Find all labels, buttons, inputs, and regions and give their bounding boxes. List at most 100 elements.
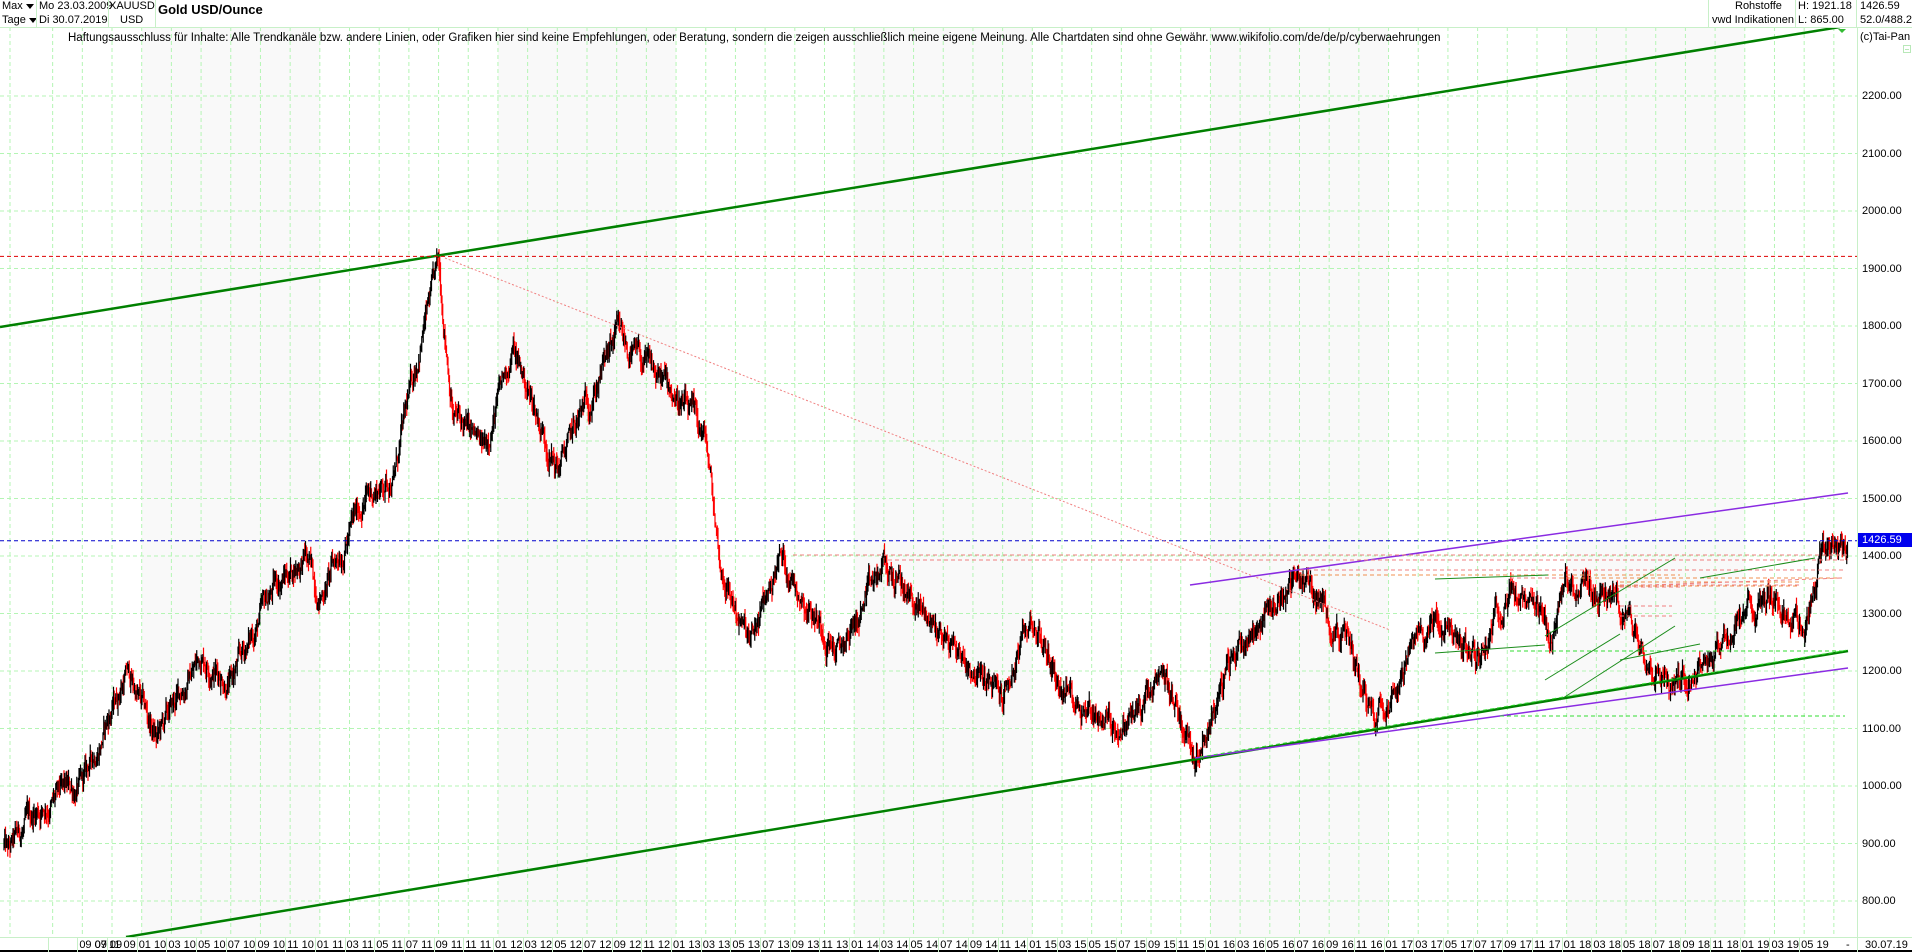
x-tick-label: 11 11: [465, 939, 492, 951]
category: Rohstoffe: [1735, 0, 1782, 12]
x-axis[interactable]: 07 09 09 09 11 09 01 10 03 10 05 10 07 10 09 10…: [0, 937, 1912, 952]
chart-title: Gold USD/Ounce: [158, 2, 263, 17]
x-tick-label: 01 17: [1385, 939, 1414, 951]
x-tick-label: 07 14: [940, 939, 968, 951]
x-tick-label: 05 13: [732, 939, 760, 951]
x-tick-label: 09 12: [613, 939, 642, 951]
x-tick-label: 07 16: [1296, 939, 1325, 951]
period-label: Max: [2, 0, 23, 12]
x-tick-label: 11 18: [1712, 939, 1739, 951]
x-tick-label: 09 13: [791, 939, 820, 951]
x-tick-label: 05 19: [1801, 939, 1829, 951]
x-tick-label: 05 10: [198, 939, 226, 951]
x-tick-label: 11 10: [287, 939, 314, 951]
x-tick-label: 03 19: [1771, 939, 1799, 951]
x-tick-label: 05 15: [1088, 939, 1117, 951]
x-tick-label: 03 11: [346, 939, 374, 951]
x-tick-label: 11 13: [821, 939, 849, 951]
x-axis-separator: -: [1846, 939, 1850, 951]
y-tick-label: 1500.00: [1862, 492, 1902, 505]
x-tick-label: 01 15: [1029, 939, 1057, 951]
high-value: H: 1921.18: [1798, 0, 1852, 12]
x-tick-label: 01 10: [138, 939, 167, 951]
x-tick-label: 03 14: [880, 939, 909, 951]
x-tick-label: 05 18: [1623, 939, 1651, 951]
x-tick-label: 03 12: [524, 939, 553, 951]
x-tick-label: 01 11: [316, 939, 344, 951]
x-tick-label: 01 14: [851, 939, 879, 951]
x-tick-label: 07 11: [405, 939, 433, 951]
collapse-button[interactable]: [1903, 45, 1911, 53]
x-tick-label: 03 15: [1058, 939, 1087, 951]
x-tick-label: 03 18: [1593, 939, 1621, 951]
data-source: vwd Indikationen: [1712, 14, 1794, 26]
interval-label: Tage: [2, 14, 26, 26]
y-tick-label: 2000.00: [1862, 205, 1902, 217]
currency: USD: [120, 14, 144, 26]
x-tick-label: 11 16: [1355, 939, 1383, 951]
x-tick-label: 03 10: [168, 939, 196, 951]
last-price-tag: 1426.59: [1858, 533, 1912, 547]
symbol: XAUUSD: [109, 0, 155, 12]
x-axis-end-date: 30.07.19: [1865, 939, 1908, 951]
y-tick-label: 1800.00: [1862, 320, 1902, 332]
x-tick-label: 09 18: [1682, 939, 1710, 951]
x-tick-label: 03 17: [1415, 939, 1443, 951]
x-tick-label: 05 16: [1266, 939, 1295, 951]
x-tick-label: 07 12: [584, 939, 612, 951]
x-tick-label: 11 17: [1533, 939, 1561, 951]
x-tick-label: 01 19: [1741, 939, 1770, 951]
x-tick-label: 07 18: [1652, 939, 1681, 951]
y-tick-label: 1900.00: [1862, 262, 1902, 275]
x-tick-label: 05 17: [1444, 939, 1473, 951]
x-tick-label: 07 09: [94, 939, 123, 951]
x-tick-label: 01 13: [673, 939, 701, 951]
x-tick-label: 09 15: [1148, 939, 1176, 951]
y-tick-label: 900.00: [1862, 837, 1896, 850]
y-tick-label: 1200.00: [1862, 665, 1902, 677]
x-tick-label: 05 12: [554, 939, 582, 951]
range-info: 52.0/488.2: [1860, 14, 1912, 26]
x-tick-label: 03 13: [702, 939, 731, 951]
chevron-down-icon: [28, 17, 37, 23]
y-tick-label: 2200.00: [1862, 90, 1902, 102]
y-tick-label: 2100.00: [1862, 147, 1902, 160]
y-tick-label: 1700.00: [1862, 377, 1902, 390]
x-tick-label: 09 09: [79, 939, 107, 951]
x-tick-label: 11 09: [109, 939, 136, 951]
period-dropdown[interactable]: Max: [2, 0, 34, 13]
chart-header: Max Tage Mo 23.03.2009 Di 30.07.2019 XAU…: [0, 0, 1912, 28]
x-tick-label: 07 15: [1118, 939, 1146, 951]
x-tick-label: 09 14: [969, 939, 998, 951]
y-tick-label: 1400.00: [1862, 550, 1902, 562]
x-tick-label: 11 15: [1177, 939, 1205, 951]
disclaimer-text: Haftungsausschluss für Inhalte: Alle Tre…: [68, 32, 1441, 44]
date-from[interactable]: Mo 23.03.2009: [39, 0, 113, 12]
x-tick-label: 05 11: [376, 939, 403, 951]
x-tick-label: 11 14: [999, 939, 1027, 951]
date-to[interactable]: Di 30.07.2019: [39, 14, 108, 26]
y-tick-label: 1300.00: [1862, 607, 1902, 620]
x-tick-label: 11 12: [643, 939, 671, 951]
last-value: 1426.59: [1860, 0, 1900, 12]
y-tick-label: 800.00: [1862, 895, 1896, 907]
x-tick-label: 09 16: [1326, 939, 1354, 951]
interval-dropdown[interactable]: Tage: [2, 14, 37, 27]
x-tick-label: 05 14: [910, 939, 939, 951]
x-tick-label: 01 12: [494, 939, 523, 951]
low-value: L: 865.00: [1798, 14, 1844, 26]
x-tick-label: 03 16: [1237, 939, 1265, 951]
copyright: (c)Tai-Pan: [1860, 31, 1911, 43]
x-tick-label: 01 16: [1207, 939, 1235, 951]
x-tick-label: 09 10: [257, 939, 285, 951]
y-tick-label: 1000.00: [1862, 780, 1902, 792]
x-tick-label: 07 13: [762, 939, 790, 951]
y-axis-divider: [1857, 27, 1858, 952]
y-tick-label: 1600.00: [1862, 435, 1902, 447]
chevron-down-icon: [25, 3, 34, 9]
y-tick-label: 1100.00: [1862, 722, 1901, 735]
x-tick-label: 09 17: [1504, 939, 1532, 951]
x-tick-label: 07 17: [1474, 939, 1503, 951]
x-tick-label: 01 18: [1563, 939, 1592, 951]
